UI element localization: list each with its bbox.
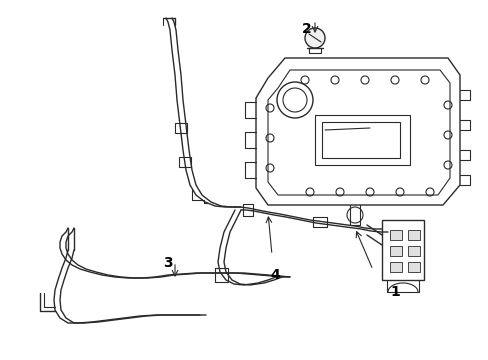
Circle shape	[305, 28, 325, 48]
Text: 1: 1	[389, 285, 399, 299]
Bar	[407, 230, 419, 240]
Text: 2: 2	[302, 22, 311, 36]
Bar	[407, 262, 419, 272]
Bar	[407, 246, 419, 256]
Text: 4: 4	[269, 268, 279, 282]
Bar	[389, 246, 401, 256]
Bar	[389, 262, 401, 272]
Bar	[389, 230, 401, 240]
Text: 3: 3	[163, 256, 172, 270]
